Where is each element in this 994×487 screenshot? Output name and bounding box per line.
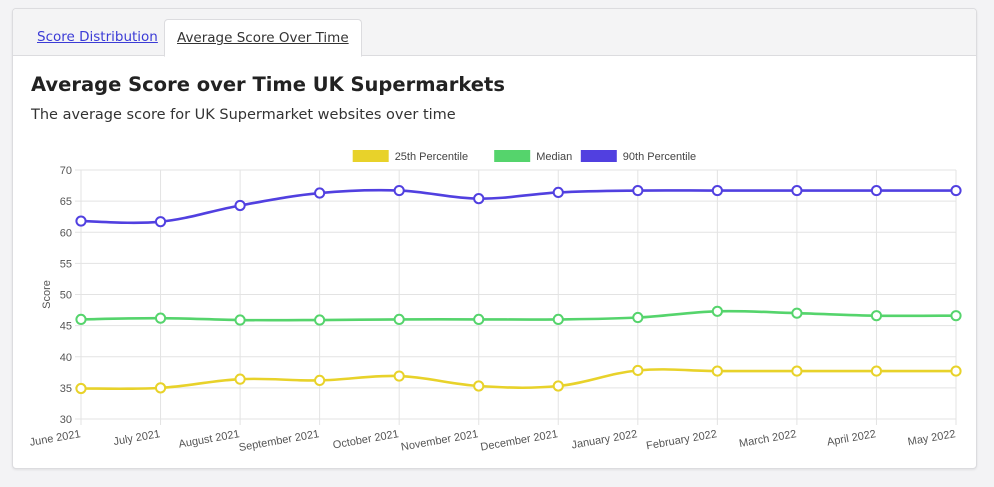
data-point[interactable] [552, 380, 564, 392]
tab-bar: Score Distribution Average Score Over Ti… [13, 9, 976, 57]
legend-label[interactable]: 90th Percentile [623, 151, 696, 163]
series-line [80, 188, 956, 225]
data-point[interactable] [950, 184, 962, 197]
data-point[interactable] [154, 382, 167, 394]
data-point[interactable] [154, 312, 167, 324]
data-point[interactable] [950, 310, 962, 322]
data-point[interactable] [75, 382, 87, 395]
data-point[interactable] [393, 370, 405, 382]
data-point[interactable] [473, 380, 485, 392]
chart-legend[interactable]: 25th Percentile Median 90th Percentile [352, 150, 696, 163]
data-point[interactable] [75, 215, 87, 227]
x-tick-label: April 2022 [826, 428, 877, 448]
data-point[interactable] [393, 313, 405, 325]
legend-swatch[interactable] [494, 150, 531, 162]
chart-axes: 30 35 40 45 50 55 60 65 70 June 2021 July 2021 Augu… [29, 165, 957, 454]
y-tick-label: 35 [60, 383, 72, 395]
x-tick-label: March 2022 [738, 428, 797, 450]
data-point[interactable] [154, 216, 167, 228]
chart-card: Score Distribution Average Score Over Ti… [12, 8, 977, 469]
y-tick-label: 70 [60, 165, 72, 177]
data-point[interactable] [950, 365, 962, 377]
data-point[interactable] [314, 187, 326, 199]
y-tick-label: 60 [60, 227, 72, 239]
x-tick-label: January 2022 [571, 428, 639, 451]
x-tick-label: June 2021 [29, 428, 82, 449]
x-tick-label: October 2021 [332, 428, 400, 451]
data-point[interactable] [473, 193, 485, 205]
data-point[interactable] [234, 373, 246, 385]
data-point[interactable] [711, 305, 723, 317]
data-point[interactable] [234, 314, 246, 326]
legend-label[interactable]: Median [536, 151, 572, 163]
data-point[interactable] [473, 313, 485, 325]
y-tick-label: 65 [60, 196, 72, 208]
legend-label[interactable]: 25th Percentile [395, 151, 468, 163]
tab-score-distribution[interactable]: Score Distribution [37, 29, 158, 45]
legend-swatch[interactable] [580, 150, 617, 162]
legend-swatch[interactable] [352, 150, 389, 162]
y-tick-label: 45 [60, 321, 72, 333]
x-tick-label: May 2022 [907, 428, 957, 448]
data-point[interactable] [870, 310, 883, 322]
series-line [80, 368, 956, 391]
data-point[interactable] [870, 365, 883, 377]
data-point[interactable] [632, 311, 644, 324]
data-point[interactable] [552, 186, 564, 199]
data-point[interactable] [711, 365, 723, 377]
y-tick-label: 55 [60, 258, 72, 270]
data-point[interactable] [791, 184, 803, 197]
chart-heading: Average Score over Time UK Supermarkets [31, 73, 505, 96]
x-tick-label: December 2021 [480, 428, 559, 453]
x-tick-label: February 2022 [645, 428, 718, 452]
y-tick-label: 30 [60, 414, 72, 426]
y-tick-label: 50 [60, 290, 72, 302]
series-line [80, 309, 957, 322]
chart-series [75, 184, 962, 395]
data-point[interactable] [552, 313, 564, 325]
y-tick-label: 40 [60, 352, 72, 364]
x-tick-label: July 2021 [113, 428, 161, 448]
data-point[interactable] [75, 313, 87, 325]
chart-subheading: The average score for UK Supermarket web… [31, 107, 456, 123]
data-point[interactable] [791, 365, 803, 377]
y-axis-label: Score [41, 280, 53, 309]
data-point[interactable] [393, 184, 405, 197]
data-point[interactable] [791, 307, 803, 319]
data-point[interactable] [711, 184, 723, 197]
data-point[interactable] [632, 364, 644, 377]
data-point[interactable] [632, 184, 644, 197]
data-point[interactable] [314, 314, 326, 326]
tab-average-score-over-time[interactable]: Average Score Over Time [164, 19, 362, 57]
x-tick-label: August 2021 [178, 428, 241, 451]
x-tick-label: September 2021 [238, 428, 320, 454]
data-point[interactable] [314, 374, 326, 387]
data-point[interactable] [870, 184, 883, 197]
x-tick-label: November 2021 [400, 428, 479, 453]
data-point[interactable] [234, 199, 246, 212]
